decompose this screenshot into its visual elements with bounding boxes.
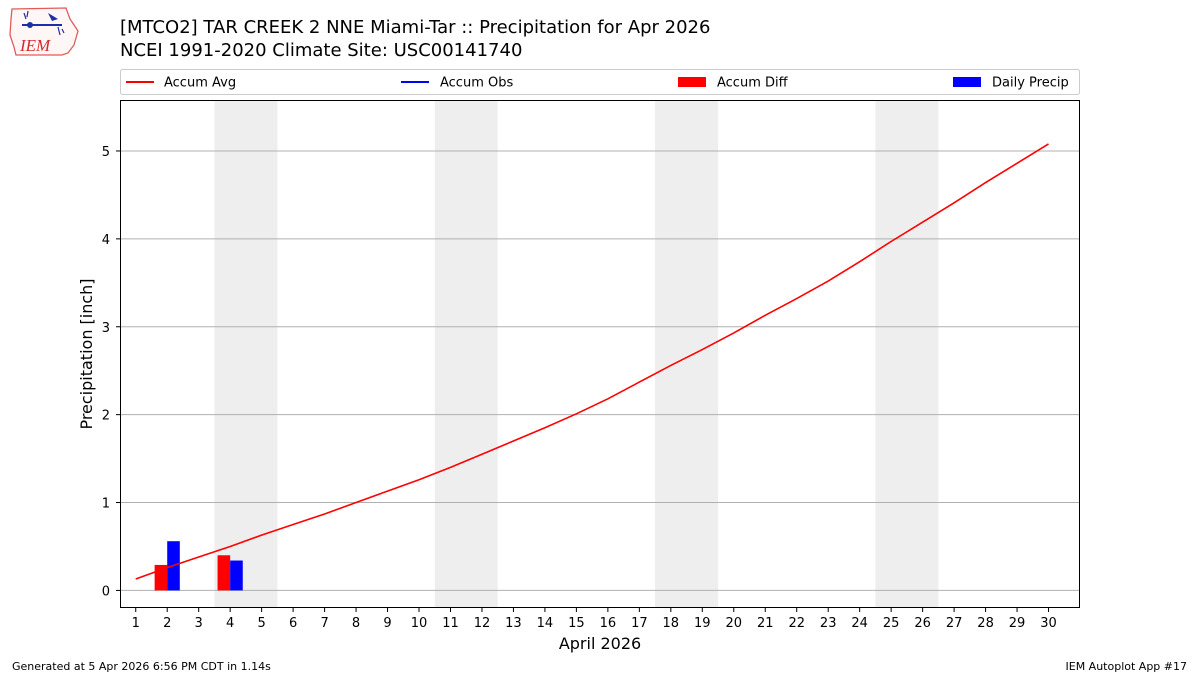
legend-label-accum-obs: Accum Obs [440,76,513,91]
x-tick-label-27: 27 [946,616,963,631]
plot-frame [120,100,1080,608]
x-tick-label-10: 10 [411,616,428,631]
x-tick-label-21: 21 [757,616,774,631]
series-line-accum-avg [135,143,1049,580]
y-axis-label: Precipitation [inch] [77,278,96,429]
bar-accum-diff-day-4 [217,555,231,591]
footer-generated: Generated at 5 Apr 2026 6:56 PM CDT in 1… [12,660,271,673]
legend-label-accum-diff: Accum Diff [717,76,789,91]
x-tick-label-5: 5 [257,616,265,631]
x-tick-label-8: 8 [352,616,360,631]
x-tick-label-16: 16 [600,616,617,631]
x-tick-label-17: 17 [631,616,648,631]
x-tick-label-29: 29 [1009,616,1026,631]
legend-swatch-daily-precip [953,77,981,87]
bar-daily-precip-day-4 [230,560,243,591]
x-tick-label-4: 4 [226,616,234,631]
x-tick-label-7: 7 [320,616,328,631]
logo-text: IEM [19,36,51,55]
weekend-shade-1 [214,100,278,608]
iem-logo: IEM [9,7,79,56]
x-tick-label-23: 23 [820,616,837,631]
x-tick-label-24: 24 [851,616,868,631]
weekend-shade-2 [434,100,498,608]
x-axis-label: April 2026 [559,634,641,653]
weekend-shade-3 [655,100,719,608]
x-tick-label-25: 25 [883,616,900,631]
y-tick-label-2: 2 [102,409,110,424]
x-tick-label-19: 19 [694,616,711,631]
x-tick-label-13: 13 [505,616,522,631]
x-tick-label-12: 12 [474,616,491,631]
legend-label-accum-avg: Accum Avg [164,76,236,91]
x-tick-label-22: 22 [788,616,805,631]
x-tick-label-14: 14 [537,616,554,631]
y-tick-label-3: 3 [102,321,110,336]
x-tick-label-9: 9 [383,616,391,631]
x-tick-label-1: 1 [132,616,140,631]
x-tick-label-11: 11 [442,616,459,631]
y-tick-label-0: 0 [102,584,110,599]
legend-swatch-accum-diff [678,77,706,87]
x-tick-label-30: 30 [1040,616,1057,631]
chart-subtitle: NCEI 1991-2020 Climate Site: USC00141740 [120,40,523,61]
y-tick-label-4: 4 [102,233,110,248]
x-tick-label-26: 26 [914,616,931,631]
x-tick-label-15: 15 [568,616,585,631]
y-tick-label-5: 5 [102,145,110,160]
x-tick-label-2: 2 [163,616,171,631]
chart-title: [MTCO2] TAR CREEK 2 NNE Miami-Tar :: Pre… [120,17,711,38]
x-tick-label-28: 28 [977,616,994,631]
y-tick-label-1: 1 [102,497,110,512]
legend-label-daily-precip: Daily Precip [992,76,1069,91]
x-tick-label-6: 6 [289,616,297,631]
x-tick-label-18: 18 [663,616,680,631]
legend: Accum Avg Accum Obs Accum Diff Daily Pre… [120,69,1080,95]
x-tick-label-20: 20 [725,616,742,631]
weekend-shade-4 [875,100,939,608]
x-tick-label-3: 3 [195,616,203,631]
footer-app: IEM Autoplot App #17 [1065,660,1188,673]
